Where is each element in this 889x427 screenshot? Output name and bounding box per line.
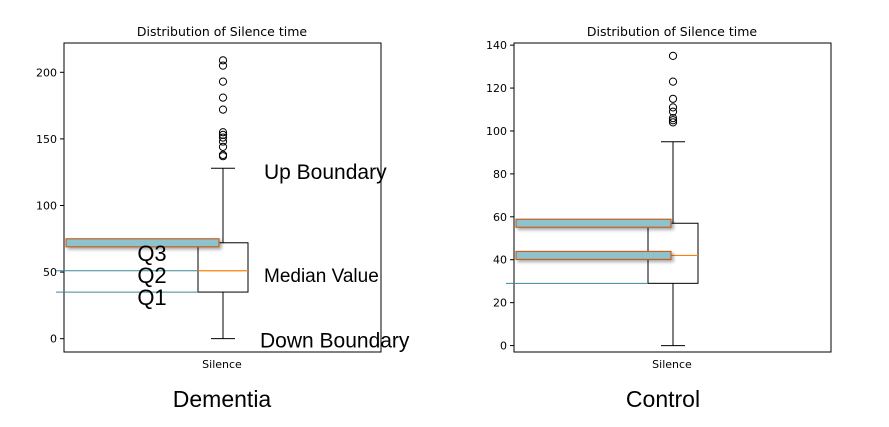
median-value-label: Median Value bbox=[264, 266, 379, 287]
outlier-point bbox=[218, 61, 228, 70]
outlier-point bbox=[218, 77, 228, 86]
dementia-annotations: Up Boundary Median Value Down Boundary Q3Q2… bbox=[137, 161, 410, 352]
outlier-point bbox=[668, 114, 678, 123]
outlier-point bbox=[668, 107, 678, 116]
q1-label: Q1 bbox=[137, 285, 166, 310]
dementia-chart-title: Distribution of Silence time bbox=[137, 24, 308, 39]
control-chart: Distribution of Silence time 0 20 40 60 80 10… bbox=[486, 24, 832, 412]
outlier-point bbox=[218, 93, 228, 102]
y-tick-label: 100 bbox=[36, 199, 57, 212]
q3-highlight-bar bbox=[65, 238, 220, 248]
outlier-point bbox=[668, 103, 678, 112]
outlier-point bbox=[218, 133, 228, 142]
control-chart-title: Distribution of Silence time bbox=[587, 24, 758, 39]
median-highlight-bar bbox=[515, 250, 672, 261]
box-q1-q3 bbox=[197, 242, 249, 293]
dementia-plot-frame bbox=[63, 42, 382, 353]
control-boxplot bbox=[506, 141, 699, 347]
outlier-point bbox=[218, 142, 228, 151]
dementia-chart: Distribution of Silence time 0 50 100 150 20… bbox=[36, 24, 410, 412]
dementia-caption: Dementia bbox=[173, 386, 272, 412]
up-boundary-label: Up Boundary bbox=[264, 161, 387, 184]
y-tick-label: 20 bbox=[493, 297, 507, 310]
control-x-tick-label: Silence bbox=[652, 358, 692, 371]
y-tick-label: 150 bbox=[36, 133, 57, 146]
dementia-boxplot bbox=[56, 167, 249, 340]
q3-highlight-bar bbox=[515, 218, 672, 228]
outlier-point bbox=[668, 116, 678, 125]
q3-label: Q3 bbox=[137, 241, 166, 266]
y-tick-label: 50 bbox=[43, 266, 57, 279]
outlier-point bbox=[218, 150, 228, 159]
outlier-point bbox=[668, 118, 678, 127]
control-y-axis: 0 20 40 60 80 100 120 140 bbox=[486, 39, 514, 353]
dementia-y-axis: 0 50 100 150 200 bbox=[36, 66, 64, 346]
y-tick-label: 40 bbox=[493, 254, 507, 267]
outlier-point bbox=[218, 128, 228, 137]
y-tick-label: 200 bbox=[36, 66, 57, 79]
outlier-point bbox=[668, 77, 678, 86]
y-tick-label: 120 bbox=[486, 82, 507, 95]
dementia-x-tick-label: Silence bbox=[202, 358, 242, 371]
outlier-point bbox=[218, 130, 228, 140]
y-tick-label: 0 bbox=[50, 333, 57, 346]
outlier-point bbox=[218, 137, 228, 146]
control-plot-frame bbox=[513, 42, 832, 353]
outlier-point bbox=[218, 56, 228, 65]
control-caption: Control bbox=[626, 386, 700, 412]
y-tick-label: 60 bbox=[493, 211, 507, 224]
y-tick-label: 100 bbox=[486, 125, 507, 138]
y-tick-label: 80 bbox=[493, 168, 507, 181]
outlier-point bbox=[668, 94, 678, 103]
dementia-outliers bbox=[218, 56, 228, 161]
outlier-point bbox=[668, 51, 678, 60]
outlier-point bbox=[218, 105, 228, 114]
down-boundary-label: Down Boundary bbox=[260, 330, 410, 353]
q2-label: Q2 bbox=[137, 263, 166, 288]
control-outliers bbox=[668, 51, 678, 127]
y-tick-label: 0 bbox=[500, 340, 507, 353]
y-tick-label: 140 bbox=[486, 39, 507, 52]
